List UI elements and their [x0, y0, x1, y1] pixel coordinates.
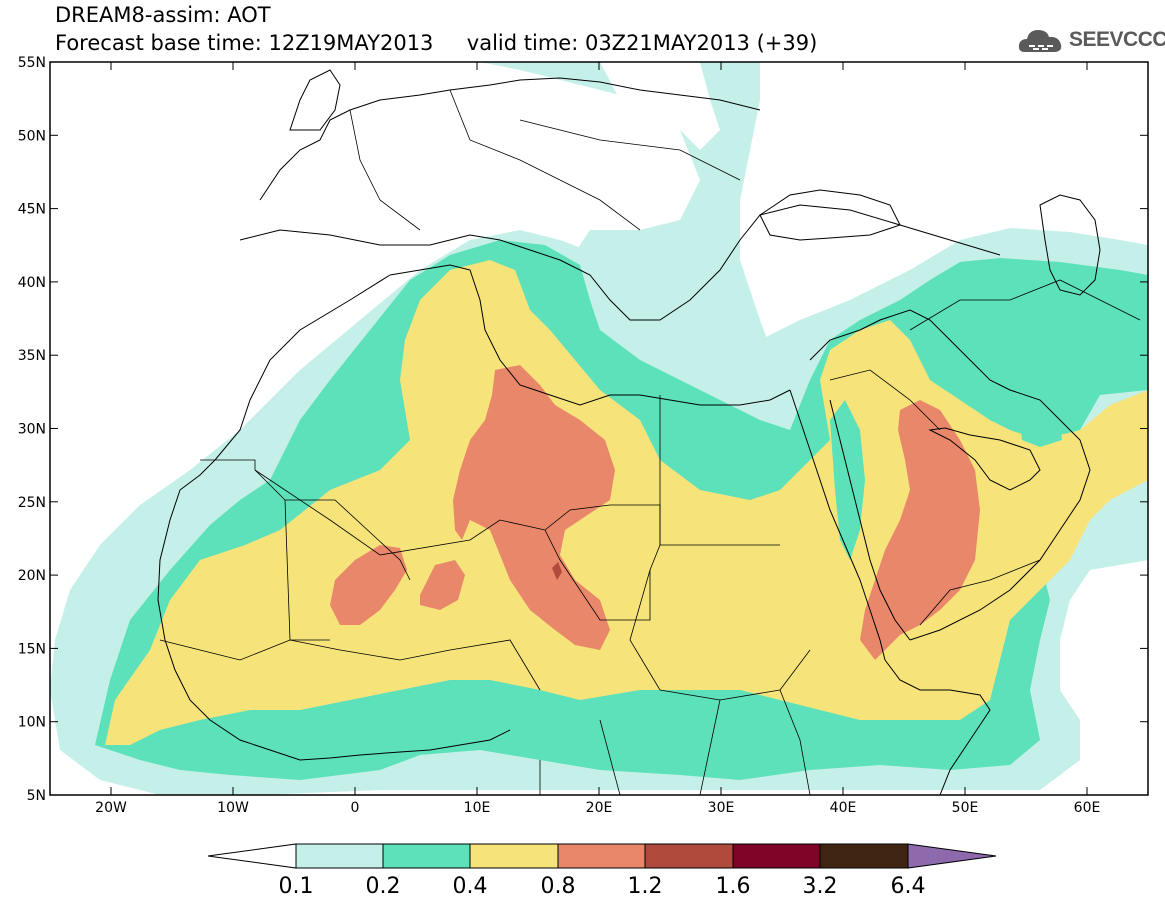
lon-label: 0 [351, 800, 360, 816]
border-arabia-2 [919, 559, 1041, 626]
coast-uk [289, 69, 341, 131]
coast-red-sea-east [829, 399, 911, 641]
lon-label: 30E [708, 800, 735, 816]
latitude-ticks: 55N 50N 45N 40N 35N 30N 25N 20N 15N 10N 5N [18, 55, 1148, 804]
border-europe-3 [519, 119, 741, 181]
lon-label: 40E [830, 800, 857, 816]
coast-persian-gulf [928, 427, 1041, 491]
colorbar-low-arrow [207, 843, 297, 869]
aot-band-0.8-niger [420, 560, 465, 610]
seevccc-logo: SEEVCCC [1017, 24, 1165, 58]
coastlines [157, 69, 1101, 795]
forecast-time-label: Forecast base time: 12Z19MAY2013 valid t… [55, 31, 818, 55]
lat-label: 20N [18, 568, 46, 584]
cloud-icon [1018, 30, 1062, 52]
coast-mediterranean-south [389, 264, 791, 406]
lat-label: 45N [18, 202, 46, 218]
lat-label: 25N [18, 495, 46, 511]
coast-red-sea [789, 389, 886, 661]
lat-label: 35N [18, 348, 46, 364]
colorbar-label: 0.4 [453, 874, 488, 899]
lon-label: 10W [217, 800, 249, 816]
colorbar-label: 1.6 [716, 874, 751, 899]
colorbar-swatch-3.2 [819, 843, 909, 869]
coast-black-sea [759, 189, 901, 241]
coast-caspian [1039, 194, 1101, 296]
longitude-ticks: 20W 10W 0 10E 20E 30E 40E 50E 60E [95, 62, 1100, 816]
colorbar-label: 1.2 [628, 874, 663, 899]
chart-title: DREAM8-assim: AOT [55, 3, 271, 27]
aot-hole-egypt [830, 400, 865, 560]
lon-label: 10E [464, 800, 491, 816]
coast-arabia [809, 309, 1091, 641]
colorbar-label: 3.2 [803, 874, 838, 899]
lat-label: 55N [18, 55, 46, 71]
colorbar-label: 0.8 [541, 874, 576, 899]
aot-band-0.1-north-hole [600, 62, 720, 150]
border-chad [544, 529, 651, 621]
colorbar-label: 6.4 [891, 874, 926, 899]
lat-label: 40N [18, 275, 46, 291]
border-iran [909, 279, 1141, 331]
lon-label: 50E [952, 800, 979, 816]
colorbar-swatch-0.4 [469, 843, 559, 869]
colorbar-labels: 0.1 0.2 0.4 0.8 1.2 1.6 3.2 6.4 [279, 874, 926, 899]
lat-label: 5N [27, 788, 46, 804]
lat-label: 10N [18, 715, 46, 731]
coast-west-africa [157, 274, 511, 761]
border-europe-1 [349, 109, 421, 231]
colorbar: 0.1 0.2 0.4 0.8 1.2 1.6 3.2 6.4 [207, 843, 997, 899]
lat-label: 30N [18, 422, 46, 438]
aot-band-0.8-arabia [860, 400, 980, 660]
colorbar-swatch-0.2 [382, 843, 471, 869]
colorbar-label: 0.1 [279, 874, 314, 899]
borders [159, 89, 1141, 795]
colorbar-swatch-0.1 [295, 843, 384, 869]
logo-text: SEEVCCC [1069, 28, 1165, 51]
colorbar-swatch-0.8 [557, 843, 646, 869]
aot-field [50, 62, 1148, 795]
coast-europe [239, 204, 1001, 321]
aot-band-0.8-mali [330, 545, 407, 625]
aot-hole-gulf [1020, 415, 1062, 447]
lat-label: 15N [18, 641, 46, 657]
border-arabia-1 [829, 369, 941, 431]
colorbar-high-arrow [907, 843, 997, 869]
border-west-africa [159, 639, 541, 691]
coast-east-africa [884, 659, 991, 795]
aot-band-1.2 [552, 562, 562, 580]
lon-label: 20W [95, 800, 127, 816]
lat-label: 50N [18, 128, 46, 144]
border-europe-2 [449, 89, 641, 231]
colorbar-swatch-1.2 [644, 843, 734, 869]
border-east-africa [539, 689, 811, 795]
aot-band-0.8-libya [453, 365, 615, 650]
aot-band-0.1-north [480, 62, 790, 450]
colorbar-label: 0.2 [366, 874, 401, 899]
lon-label: 60E [1074, 800, 1101, 816]
colorbar-swatch-1.6 [732, 843, 821, 869]
lon-label: 20E [586, 800, 613, 816]
